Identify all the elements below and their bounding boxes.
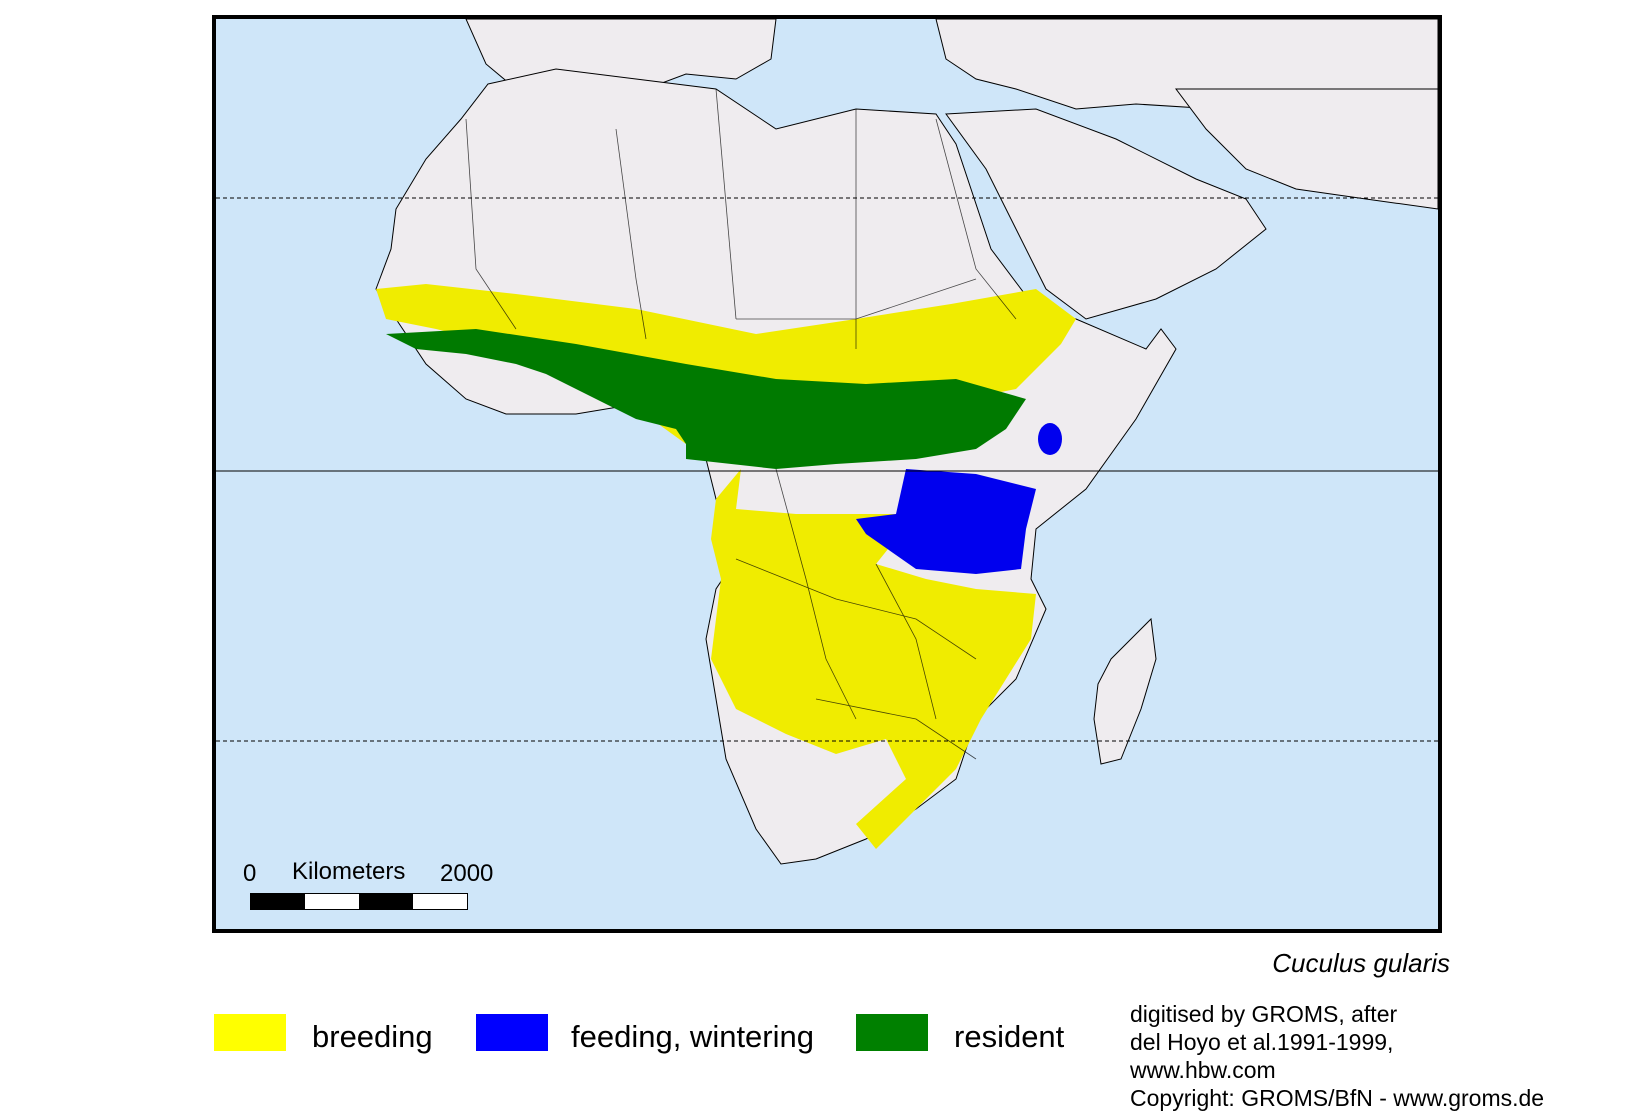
species-name: Cuculus gularis (1272, 948, 1450, 978)
arabia-landmass (945, 108, 1267, 320)
credits-line-3: www.hbw.com (1130, 1057, 1276, 1083)
anatolia-landmass (935, 19, 1438, 110)
legend-swatch-resident (856, 1014, 928, 1051)
country-borders (465, 88, 1017, 760)
madagascar-landmass (1093, 617, 1157, 765)
legend-label-breeding: breeding (312, 1019, 433, 1054)
credits: digitised by GROMS, after del Hoyo et al… (1130, 1000, 1544, 1112)
feeding-range-somalia (1038, 423, 1062, 455)
legend-swatch-feeding (476, 1014, 548, 1051)
scale-end-label: 2000 (440, 860, 494, 887)
resident-range (386, 329, 1026, 469)
persia-landmass (1175, 88, 1438, 210)
legend-label-resident: resident (954, 1019, 1065, 1054)
scale-start-label: 0 (243, 860, 257, 887)
feeding-range (856, 469, 1036, 574)
scale-unit-label: Kilometers (292, 858, 406, 885)
legend-swatch-breeding (214, 1014, 286, 1051)
credits-line-1: digitised by GROMS, after (1130, 1001, 1398, 1027)
breeding-range-south (711, 469, 1036, 849)
scale-bar (250, 893, 468, 910)
credits-line-2: del Hoyo et al.1991-1999, (1130, 1029, 1394, 1055)
legend-label-feeding: feeding, wintering (571, 1019, 814, 1054)
credits-line-4: Copyright: GROMS/BfN - www.groms.de (1130, 1085, 1545, 1111)
range-map (212, 15, 1442, 933)
